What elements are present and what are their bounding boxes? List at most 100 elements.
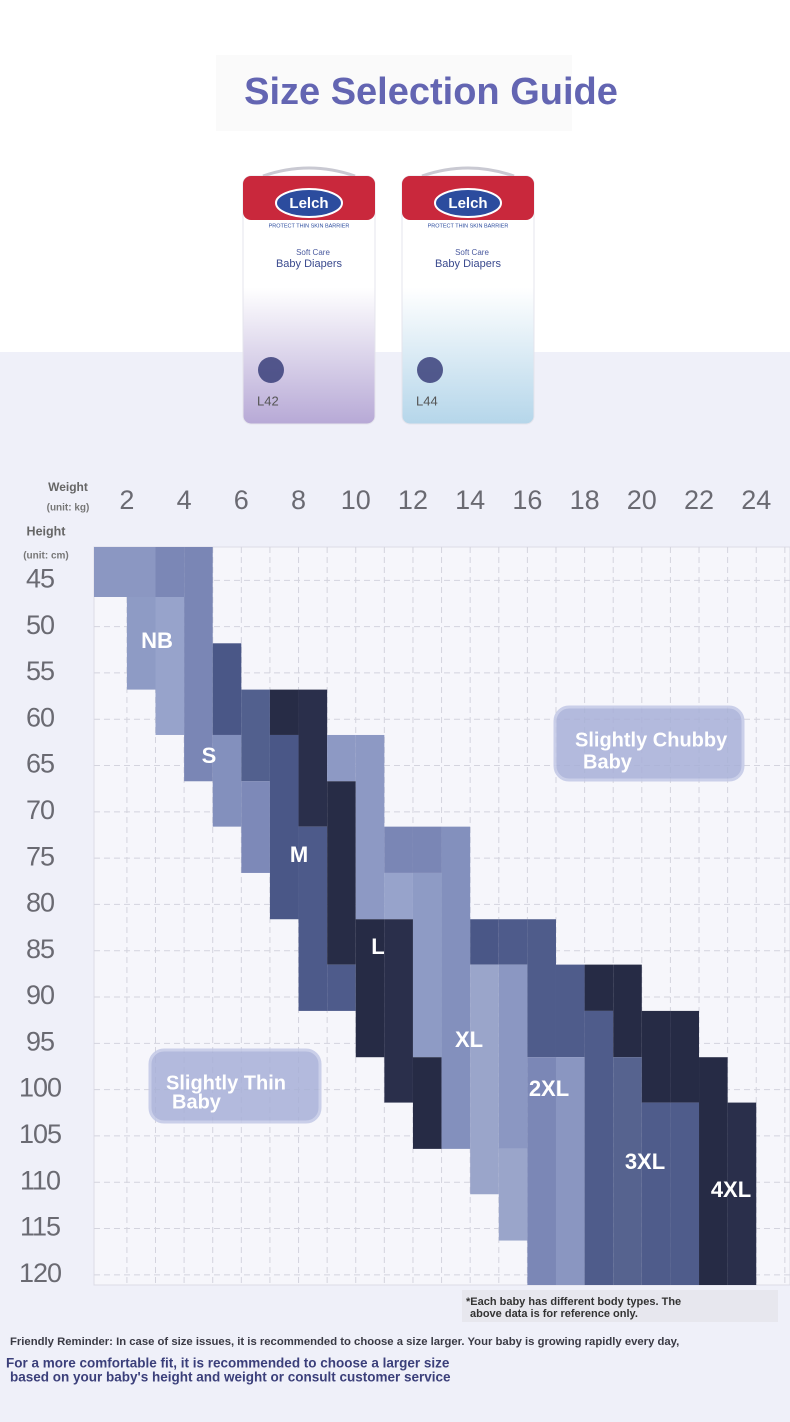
size-block — [327, 964, 356, 1011]
size-block — [584, 1010, 614, 1285]
size-block — [126, 597, 156, 690]
y-axis-unit: (unit: cm) — [23, 551, 69, 562]
size-block — [155, 597, 185, 735]
size-label: M — [290, 842, 308, 867]
zone-label: Slightly Thin — [166, 1072, 286, 1094]
pack-badge — [417, 357, 443, 383]
pack-brand: Lelch — [289, 195, 328, 212]
y-tick-label: 85 — [26, 934, 54, 964]
footer-line: based on your baby's height and weight o… — [10, 1370, 451, 1385]
x-axis-label: Weight — [48, 480, 88, 494]
size-block — [527, 919, 556, 1058]
size-block — [555, 1057, 585, 1285]
note: above data is for reference only. — [470, 1308, 638, 1320]
y-tick-label: 45 — [26, 563, 54, 593]
size-block — [498, 919, 528, 965]
footer-line: For a more comfortable fit, it is recomm… — [6, 1356, 450, 1371]
x-tick-label: 8 — [291, 485, 306, 515]
y-tick-label: 120 — [19, 1258, 61, 1288]
size-block — [727, 1102, 757, 1285]
pack-tagline: PROTECT THIN SKIN BARRIER — [428, 223, 509, 229]
y-tick-label: 100 — [19, 1073, 61, 1103]
pack-line2: Baby Diapers — [435, 258, 502, 270]
title: Size Selection Guide — [244, 71, 618, 113]
size-block — [241, 781, 270, 873]
y-tick-label: 75 — [26, 841, 54, 871]
size-block — [327, 734, 356, 782]
size-block — [384, 826, 413, 873]
note: *Each baby has different body types. The — [466, 1296, 681, 1308]
size-block — [412, 826, 442, 873]
size-block — [384, 919, 413, 1103]
x-tick-label: 10 — [341, 485, 371, 515]
size-block — [584, 964, 614, 1011]
size-label: S — [202, 743, 217, 768]
zone-bubble — [148, 1048, 322, 1124]
size-block — [555, 964, 585, 1058]
pack-size: L44 — [416, 393, 438, 408]
size-label: 3XL — [625, 1149, 665, 1174]
size-block — [298, 826, 328, 1011]
size-block — [699, 1057, 728, 1285]
y-tick-label: 55 — [26, 656, 54, 686]
zone-label: Slightly Chubby — [575, 729, 728, 751]
size-block — [670, 1102, 700, 1285]
size-label: 2XL — [529, 1076, 569, 1101]
size-block — [498, 964, 528, 1149]
reminder: Friendly Reminder: In case of size issue… — [10, 1336, 679, 1348]
y-axis-label: Height — [27, 524, 67, 538]
x-tick-label: 24 — [741, 485, 771, 515]
pack-logo — [434, 188, 502, 218]
size-block — [498, 1148, 528, 1241]
x-tick-label: 20 — [627, 485, 657, 515]
size-label: 4XL — [711, 1177, 751, 1202]
x-tick-label: 16 — [512, 485, 542, 515]
pack-size: L42 — [257, 393, 279, 408]
x-tick-label: 12 — [398, 485, 428, 515]
size-block — [298, 689, 328, 827]
size-block — [327, 781, 356, 965]
x-axis-unit: (unit: kg) — [47, 503, 90, 514]
size-block — [241, 689, 270, 782]
x-tick-label: 14 — [455, 485, 485, 515]
size-label: XL — [455, 1027, 483, 1052]
size-block — [269, 689, 299, 735]
y-tick-label: 80 — [26, 888, 54, 918]
y-tick-label: 60 — [26, 702, 54, 732]
zone-label: Baby — [583, 751, 633, 773]
size-label: L — [371, 934, 384, 959]
y-tick-label: 115 — [20, 1212, 60, 1242]
size-block — [412, 1057, 442, 1149]
y-tick-label: 110 — [20, 1165, 60, 1195]
title-backdrop — [216, 55, 572, 131]
size-block — [355, 734, 385, 920]
y-tick-label: 70 — [26, 795, 54, 825]
x-tick-label: 4 — [177, 485, 192, 515]
zone-label: Baby — [172, 1091, 222, 1113]
y-tick-label: 90 — [26, 980, 54, 1010]
size-block — [155, 547, 185, 598]
x-tick-label: 22 — [684, 485, 714, 515]
size-block — [212, 643, 242, 735]
size-block — [470, 919, 499, 965]
size-block — [184, 547, 213, 782]
zone-bubble — [553, 705, 745, 782]
size-block — [94, 547, 156, 598]
x-tick-label: 6 — [234, 485, 249, 515]
size-block — [641, 1102, 671, 1285]
pack-tagline: PROTECT THIN SKIN BARRIER — [269, 223, 350, 229]
pack-logo — [275, 188, 343, 218]
size-block — [613, 964, 642, 1058]
size-block — [641, 1010, 671, 1103]
x-tick-label: 18 — [570, 485, 600, 515]
pack-handle — [262, 166, 356, 178]
size-block — [412, 872, 442, 1058]
size-block — [355, 919, 385, 1058]
note-box — [462, 1290, 778, 1322]
pack-brand: Lelch — [448, 195, 487, 212]
size-block — [269, 734, 299, 920]
pack-handle — [421, 166, 515, 178]
pack-badge — [258, 357, 284, 383]
